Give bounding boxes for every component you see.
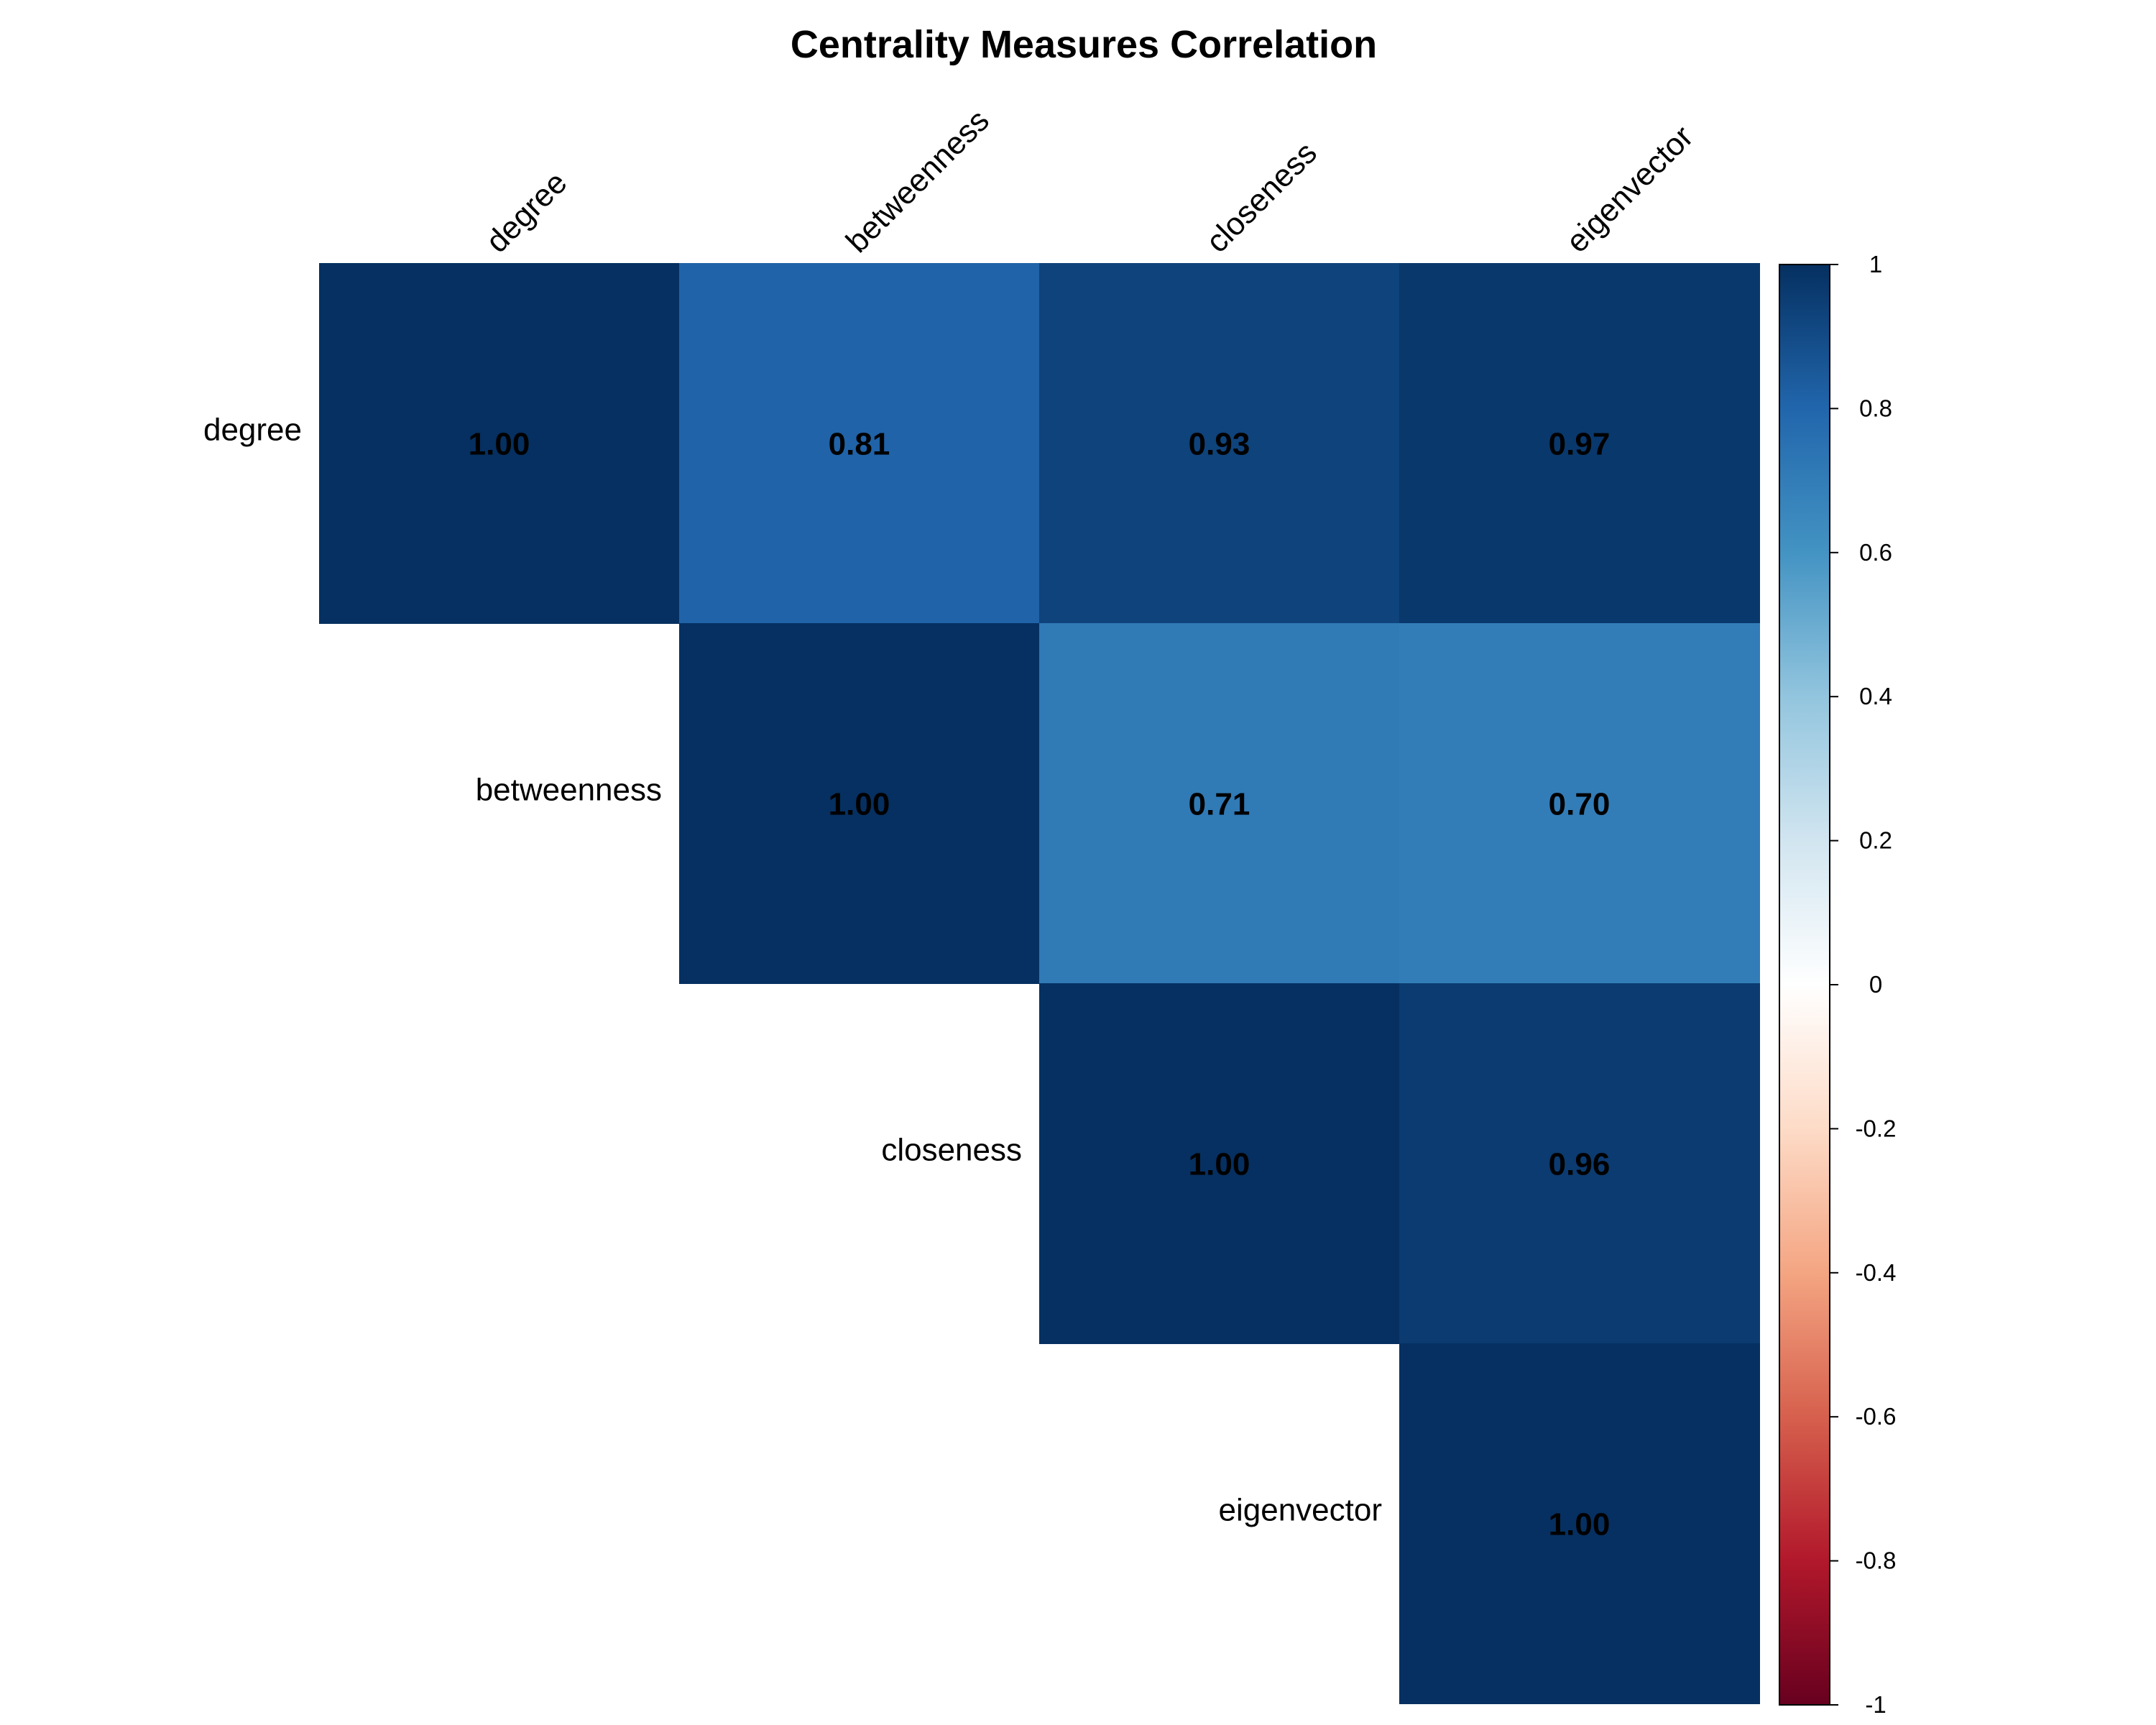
cell-value-label: 1.00 bbox=[1549, 1507, 1611, 1542]
heatmap-cell-degree-betweenness bbox=[679, 263, 1040, 624]
colorbar-tick-label: 0.8 bbox=[1859, 395, 1892, 421]
cell-value-label: 1.00 bbox=[829, 787, 890, 822]
colorbar-tick-label: -1 bbox=[1865, 1691, 1886, 1718]
colorbar-tick-label: -0.8 bbox=[1856, 1547, 1897, 1574]
chart-title: Centrality Measures Correlation bbox=[791, 23, 1377, 66]
heatmap-cell-betweenness-closeness bbox=[1039, 623, 1400, 984]
column-label-closeness: closeness bbox=[1199, 135, 1324, 259]
cell-value-label: 1.00 bbox=[1189, 1147, 1250, 1182]
colorbar: 1 0.8 0.6 0.4 0.2 0 -0.2 -0.4 -0.6 -0.8 -1 bbox=[1779, 251, 1896, 1718]
column-label-eigenvector: eigenvector bbox=[1560, 119, 1700, 260]
colorbar-tick-label: 1 bbox=[1869, 251, 1882, 277]
heatmap-cell-eigenvector-eigenvector bbox=[1399, 1343, 1760, 1704]
heatmap-cell-betweenness-betweenness bbox=[679, 623, 1040, 984]
row-label-closeness: closeness bbox=[881, 1133, 1022, 1168]
heatmap-cell-degree-closeness bbox=[1039, 263, 1400, 624]
colorbar-tick-label: 0.2 bbox=[1859, 827, 1892, 854]
colorbar-tick-label: -0.4 bbox=[1856, 1259, 1897, 1286]
heatmap-cell-betweenness-eigenvector bbox=[1399, 623, 1760, 984]
row-label-degree: degree bbox=[203, 413, 302, 448]
column-label-degree: degree bbox=[479, 165, 574, 260]
heatmap-cell-degree-degree bbox=[319, 263, 680, 624]
heatmap-cell-closeness-eigenvector bbox=[1399, 983, 1760, 1344]
colorbar-tick-label: 0.4 bbox=[1859, 683, 1892, 709]
colorbar-tick-label: 0 bbox=[1869, 971, 1882, 998]
column-labels: degree betweenness closeness eigenvector bbox=[479, 103, 1700, 259]
cell-value-label: 0.96 bbox=[1549, 1147, 1611, 1182]
row-labels: degree betweenness closeness eigenvector bbox=[203, 413, 1382, 1528]
colorbar-gradient bbox=[1779, 264, 1830, 1706]
colorbar-tick-label: -0.6 bbox=[1856, 1403, 1897, 1430]
row-label-eigenvector: eigenvector bbox=[1219, 1493, 1382, 1528]
cell-value-label: 0.81 bbox=[829, 427, 890, 462]
row-label-betweenness: betweenness bbox=[476, 773, 662, 808]
cell-value-label: 0.70 bbox=[1549, 787, 1611, 822]
cell-value-label: 0.93 bbox=[1189, 427, 1250, 462]
column-label-betweenness: betweenness bbox=[839, 103, 996, 259]
heatmap-cells: 1.00 0.81 0.93 0.97 1.00 0.71 0.70 1.00 0.96 1.00 bbox=[319, 263, 1760, 1704]
colorbar-tick-label: 0.6 bbox=[1859, 539, 1892, 566]
heatmap-cell-closeness-closeness bbox=[1039, 983, 1400, 1344]
cell-value-label: 1.00 bbox=[469, 427, 530, 462]
cell-value-label: 0.97 bbox=[1549, 427, 1611, 462]
cell-value-label: 0.71 bbox=[1189, 787, 1250, 822]
heatmap-cell-degree-eigenvector bbox=[1399, 263, 1760, 624]
colorbar-tick-label: -0.2 bbox=[1856, 1115, 1897, 1141]
